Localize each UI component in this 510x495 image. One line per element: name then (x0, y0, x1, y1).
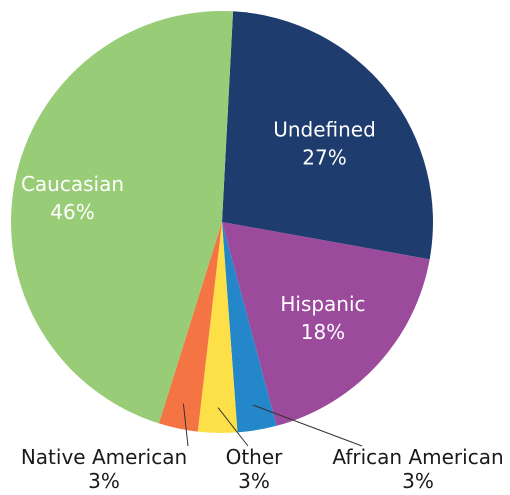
slice-label-african-american: African American (332, 445, 503, 469)
leader-line-native-american (182, 403, 189, 447)
leader-lines (182, 403, 363, 447)
slice-value-caucasian: 46% (50, 200, 94, 224)
slice-label-native-american: Native American (21, 445, 187, 469)
slice-label-hispanic: Hispanic (280, 292, 365, 316)
leader-line-african-american (252, 404, 363, 447)
pie-slices (11, 10, 434, 433)
slice-value-native-american: 3% (88, 469, 120, 493)
slice-label-other: Other (226, 445, 284, 469)
slice-value-hispanic: 18% (301, 320, 345, 344)
leader-line-other (217, 407, 249, 447)
slice-label-undefined: Undefined (273, 118, 376, 142)
pie-slice-native-american (158, 222, 222, 432)
slice-value-other: 3% (238, 469, 270, 493)
pie-slice-other (197, 222, 238, 433)
slice-value-african-american: 3% (402, 469, 434, 493)
pie-slice-undefined (222, 11, 434, 260)
slice-label-caucasian: Caucasian (21, 172, 124, 196)
slice-value-undefined: 27% (302, 146, 346, 170)
pie-slice-hispanic (222, 222, 430, 426)
pie-slice-african-american (222, 222, 277, 433)
pie-slice-caucasian (11, 10, 234, 424)
